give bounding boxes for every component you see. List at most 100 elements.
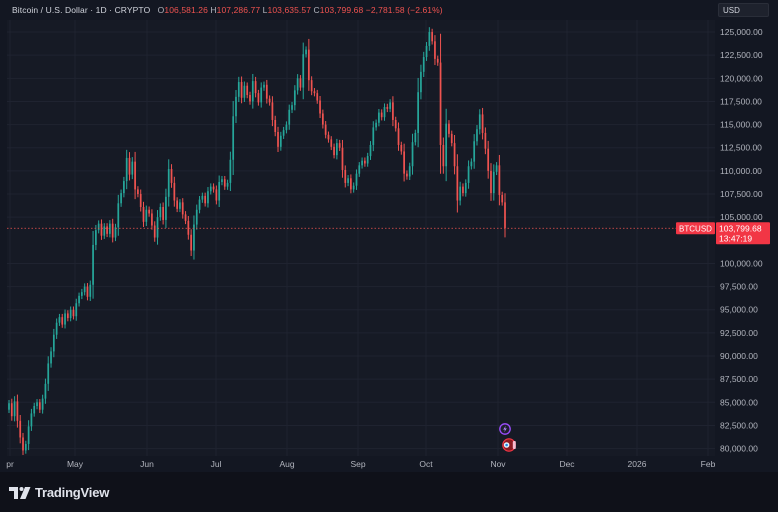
candle-body	[473, 141, 476, 162]
candle-body	[400, 144, 403, 152]
candle-body	[333, 146, 335, 156]
candle-body	[378, 112, 380, 123]
candle-body	[305, 49, 307, 55]
price-tick-label: 97,500.00	[720, 282, 758, 292]
candle-body	[212, 186, 215, 190]
candle-body	[123, 181, 125, 194]
candle-body	[327, 134, 330, 140]
candle-body	[52, 334, 55, 352]
candle-body	[265, 84, 268, 99]
close-value: 103,799.68	[319, 5, 364, 15]
currency-button[interactable]: USD	[718, 3, 769, 17]
candle-body	[50, 351, 52, 364]
candle-body	[372, 127, 375, 145]
price-tick-label: 125,000.00	[720, 27, 763, 37]
candle-body	[72, 309, 75, 317]
candle-body	[181, 202, 184, 215]
candle-body	[109, 223, 111, 234]
tradingview-logo-icon	[9, 486, 31, 499]
open-label: O	[157, 5, 165, 15]
lightning-event-icon[interactable]	[499, 423, 511, 435]
time-tick-label: Sep	[350, 459, 365, 469]
candle-body	[397, 128, 400, 145]
close-label: C	[313, 5, 320, 15]
candle-body	[414, 132, 417, 143]
candle-body	[456, 166, 459, 201]
candles-layer	[8, 27, 506, 455]
open-value: 106,581.26	[164, 5, 208, 15]
candle-body	[249, 94, 251, 102]
candle-body	[78, 295, 80, 304]
candle-body	[44, 383, 47, 399]
candle-body	[36, 402, 38, 407]
candle-body	[476, 129, 478, 142]
candle-body	[484, 132, 487, 149]
candle-body	[445, 123, 448, 167]
candle-body	[268, 98, 271, 103]
candle-body	[355, 173, 358, 186]
candle-body	[478, 114, 481, 130]
candle-body	[442, 144, 445, 167]
price-tick-label: 80,000.00	[720, 444, 758, 454]
chart-pane[interactable]	[7, 20, 715, 456]
price-tick-label: 95,000.00	[720, 305, 758, 315]
candle-body	[425, 45, 428, 58]
candle-body	[30, 413, 33, 427]
candle-body	[481, 114, 484, 133]
candle-body	[120, 193, 122, 204]
time-tick-label: Aug	[279, 459, 294, 469]
candle-body	[459, 186, 462, 201]
candle-body	[274, 119, 277, 133]
events-layer	[499, 423, 516, 452]
candlestick-chart[interactable]: 125,000.00 122,500.00 120,000.00 117,500.00…	[0, 0, 778, 472]
candle-body	[193, 224, 195, 251]
candle-body	[364, 160, 366, 164]
candle-body	[251, 81, 254, 102]
candle-body	[467, 166, 470, 183]
candle-body	[450, 133, 453, 144]
price-tick-label: 115,000.00	[720, 120, 762, 130]
candle-body	[417, 92, 419, 133]
candle-body	[117, 203, 120, 228]
candle-body	[299, 78, 302, 88]
candle-body	[10, 403, 13, 417]
price-tick-label: 122,500.00	[720, 50, 763, 60]
footer-bar	[0, 472, 778, 512]
candle-body	[8, 403, 10, 410]
candle-body	[504, 202, 506, 229]
price-tick-label: 85,000.00	[720, 397, 758, 407]
price-tick-label: 90,000.00	[720, 351, 758, 361]
candle-body	[307, 49, 310, 81]
candle-body	[24, 443, 27, 451]
symbol-title[interactable]: Bitcoin / U.S. Dollar · 1D · CRYPTO	[12, 5, 151, 15]
candle-body	[487, 148, 490, 171]
tradingview-logo[interactable]: TradingView	[9, 485, 109, 500]
candle-body	[131, 161, 134, 175]
candle-body	[316, 93, 319, 101]
candle-body	[243, 85, 246, 98]
candle-body	[153, 225, 156, 238]
candle-body	[285, 124, 288, 131]
candle-body	[375, 122, 377, 128]
candle-body	[33, 406, 36, 414]
candle-body	[321, 113, 324, 125]
candle-body	[453, 143, 456, 167]
candle-body	[383, 107, 386, 118]
candle-body	[403, 151, 405, 174]
candle-body	[128, 157, 131, 175]
candle-body	[111, 223, 114, 238]
price-tick-label: 112,500.00	[720, 143, 762, 153]
candle-body	[369, 144, 372, 157]
candle-body	[137, 189, 139, 195]
high-label: H	[210, 5, 217, 15]
candle-body	[89, 284, 92, 297]
candle-body	[215, 189, 218, 201]
candle-body	[260, 87, 263, 103]
candle-body	[470, 161, 473, 167]
earnings-event-icon[interactable]	[502, 438, 516, 452]
candle-body	[187, 220, 190, 235]
candle-body	[22, 437, 24, 451]
candle-body	[201, 195, 204, 200]
